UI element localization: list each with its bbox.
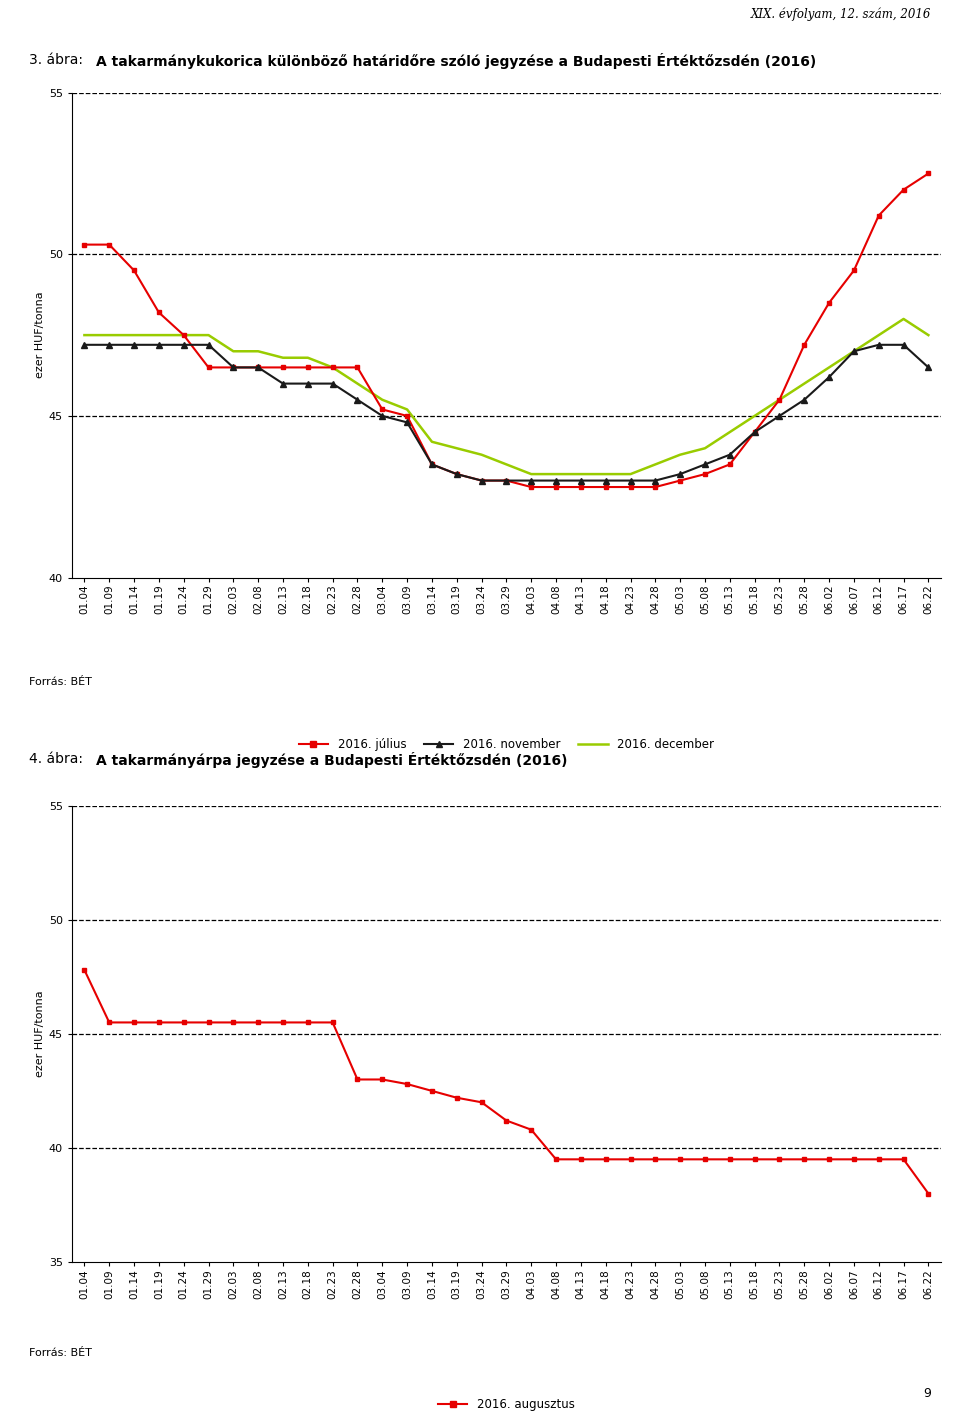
Text: A takarmányárpa jegyzése a Budapesti Értéktőzsdén (2016): A takarmányárpa jegyzése a Budapesti Ért… [96, 752, 567, 767]
Legend: 2016. augusztus: 2016. augusztus [433, 1393, 580, 1416]
Text: Forrás: BÉT: Forrás: BÉT [29, 677, 91, 687]
Text: 9: 9 [924, 1387, 931, 1400]
Text: XIX. évfolyam, 12. szám, 2016: XIX. évfolyam, 12. szám, 2016 [751, 7, 931, 20]
Text: 4. ábra:: 4. ábra: [29, 752, 83, 766]
Legend: 2016. július, 2016. november, 2016. december: 2016. július, 2016. november, 2016. dece… [294, 733, 719, 756]
Text: A takarmánykukorica különböző határidőre szóló jegyzése a Budapesti Értéktőzsdén: A takarmánykukorica különböző határidőre… [96, 53, 816, 68]
Y-axis label: ezer HUF/tonna: ezer HUF/tonna [35, 991, 45, 1077]
Text: Forrás: BÉT: Forrás: BÉT [29, 1348, 91, 1358]
Y-axis label: ezer HUF/tonna: ezer HUF/tonna [35, 292, 45, 378]
Text: 3. ábra:: 3. ábra: [29, 53, 83, 67]
